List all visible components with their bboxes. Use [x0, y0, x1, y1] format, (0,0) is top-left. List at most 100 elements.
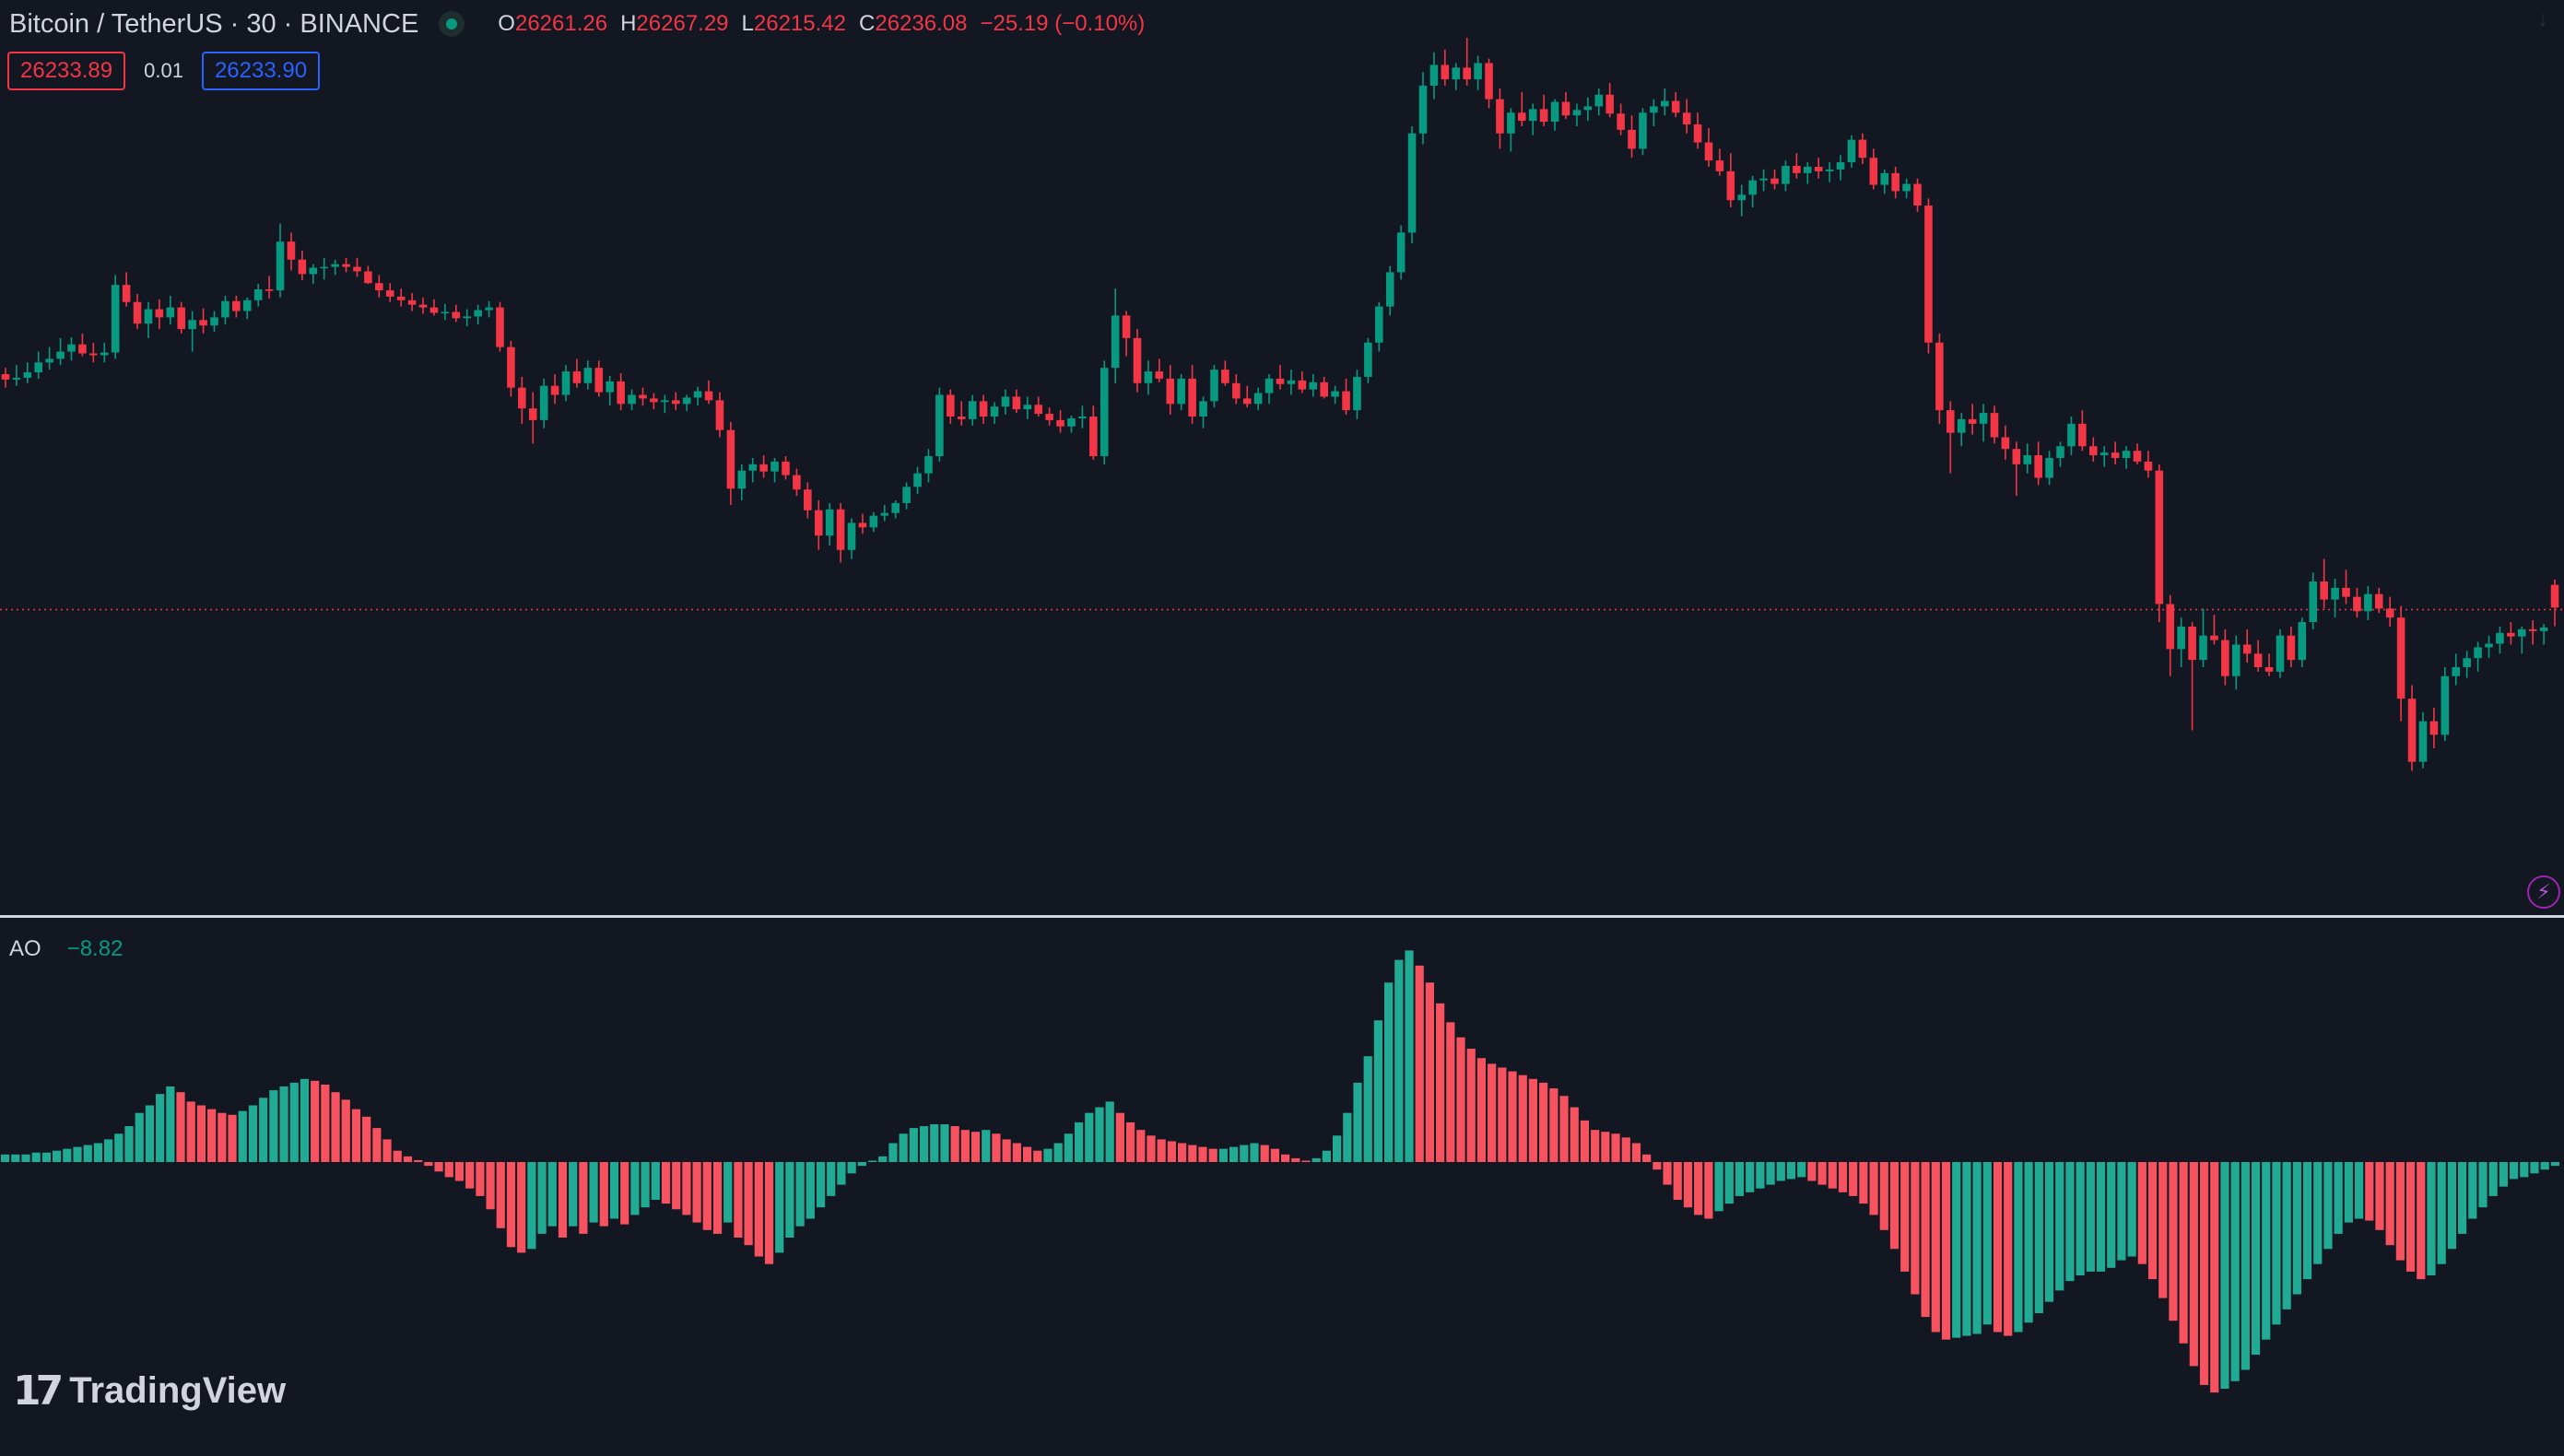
ao-bar	[2044, 1162, 2054, 1302]
ao-bar	[2530, 1162, 2539, 1174]
ao-bar	[2375, 1162, 2384, 1230]
ao-bar	[1580, 1120, 1590, 1162]
lightning-icon[interactable]: ⚡	[2527, 875, 2560, 909]
ao-bar	[2550, 1162, 2559, 1167]
ao-bar	[382, 1139, 392, 1162]
candle-body	[2001, 437, 2010, 450]
ao-bar	[992, 1133, 1001, 1162]
candle-body	[1748, 180, 1757, 195]
candle-body	[1396, 232, 1405, 273]
candle-body	[1133, 337, 1142, 383]
candle-body	[671, 400, 680, 405]
sell-price-button[interactable]: 26233.89	[7, 52, 126, 90]
ao-bar	[795, 1162, 805, 1227]
candle-body	[693, 391, 702, 398]
ao-bar	[73, 1146, 82, 1162]
candle-body	[2264, 666, 2274, 672]
candle-body	[1968, 418, 1977, 424]
candle-body	[2507, 632, 2515, 637]
ao-bar	[1208, 1148, 1217, 1162]
candle-body	[518, 387, 526, 409]
ao-bar	[166, 1086, 175, 1162]
ao-bar	[1394, 959, 1404, 1162]
ao-bar	[1476, 1058, 1487, 1162]
candle-body	[1737, 194, 1747, 201]
ao-bar	[2365, 1162, 2374, 1221]
candle-body	[1353, 376, 1361, 411]
candle-body	[1100, 368, 1109, 457]
price-pane[interactable]	[0, 0, 2564, 915]
ao-bar	[1570, 1107, 1579, 1162]
candle-body	[2418, 721, 2428, 762]
candle-body	[561, 371, 570, 395]
candle-body	[1990, 413, 1999, 438]
ao-bar	[1022, 1146, 1032, 1162]
ao-bar	[1064, 1133, 1073, 1162]
candle-body	[2474, 647, 2482, 659]
ao-bar	[1053, 1143, 1063, 1162]
candle-body	[2396, 617, 2405, 699]
candle-body	[1298, 380, 1307, 390]
candle-body	[232, 300, 241, 311]
candle-body	[913, 473, 922, 487]
candle-body	[1528, 109, 1537, 122]
ao-bar	[2230, 1162, 2240, 1381]
low-value: 26215.42	[753, 11, 846, 36]
candle-body	[935, 394, 944, 457]
ao-bar	[1962, 1162, 1971, 1336]
candle-body	[1913, 183, 1922, 206]
ao-bar	[651, 1162, 660, 1200]
ao-bar	[196, 1105, 206, 1162]
ao-bar	[424, 1162, 433, 1167]
ao-bar	[1766, 1162, 1775, 1185]
symbol-title[interactable]: Bitcoin / TetherUS · 30 · BINANCE	[9, 8, 419, 39]
candle-body	[1, 374, 10, 380]
ao-bar	[300, 1078, 310, 1162]
pane-divider[interactable]	[0, 915, 2564, 918]
candle-body	[1617, 113, 1625, 130]
candle-body	[242, 299, 252, 311]
candle-body	[880, 512, 889, 516]
candle-body	[2287, 635, 2296, 661]
arrow-down-icon[interactable]: ↓	[2537, 6, 2548, 31]
candle-body	[1375, 306, 1383, 343]
tradingview-logo[interactable]: 17 TradingView	[13, 1368, 286, 1415]
ao-pane[interactable]	[0, 918, 2564, 1456]
candle-body	[1264, 378, 1274, 393]
ao-bar	[1436, 1003, 1445, 1162]
ao-bar	[1157, 1139, 1166, 1162]
tradingview-logo-text: TradingView	[69, 1370, 287, 1411]
ao-name[interactable]: AO	[9, 936, 41, 961]
ao-bar	[2478, 1162, 2488, 1208]
candle-body	[45, 358, 53, 363]
ao-bar	[867, 1160, 877, 1162]
candle-body	[1880, 172, 1889, 185]
candle-body	[265, 289, 274, 291]
candle-body	[1803, 166, 1812, 173]
candlestick-chart[interactable]	[0, 0, 2564, 915]
candle-body	[34, 362, 43, 373]
candle-body	[1858, 139, 1867, 159]
candle-body	[1825, 169, 1834, 171]
candle-body	[1507, 112, 1515, 134]
candle-body	[2177, 626, 2185, 650]
candle-body	[2276, 635, 2285, 672]
candle-body	[1485, 63, 1493, 100]
ao-bar	[1425, 982, 1435, 1162]
ao-bar	[362, 1116, 371, 1162]
market-open-dot-icon[interactable]	[439, 11, 465, 37]
ao-bar	[228, 1114, 237, 1162]
ao-bar	[1456, 1037, 1465, 1162]
candle-body	[89, 353, 98, 356]
candle-body	[1550, 101, 1559, 123]
ao-bar	[2096, 1162, 2106, 1272]
candle-body	[1452, 67, 1461, 80]
ao-histogram[interactable]	[0, 918, 2564, 1456]
ao-bar	[454, 1162, 465, 1181]
ao-bar	[764, 1162, 774, 1264]
buy-price-button[interactable]: 26233.90	[201, 52, 321, 90]
ao-bar	[321, 1084, 330, 1162]
ao-bar	[982, 1130, 991, 1162]
candle-body	[111, 285, 120, 353]
candle-body	[1210, 370, 1218, 402]
